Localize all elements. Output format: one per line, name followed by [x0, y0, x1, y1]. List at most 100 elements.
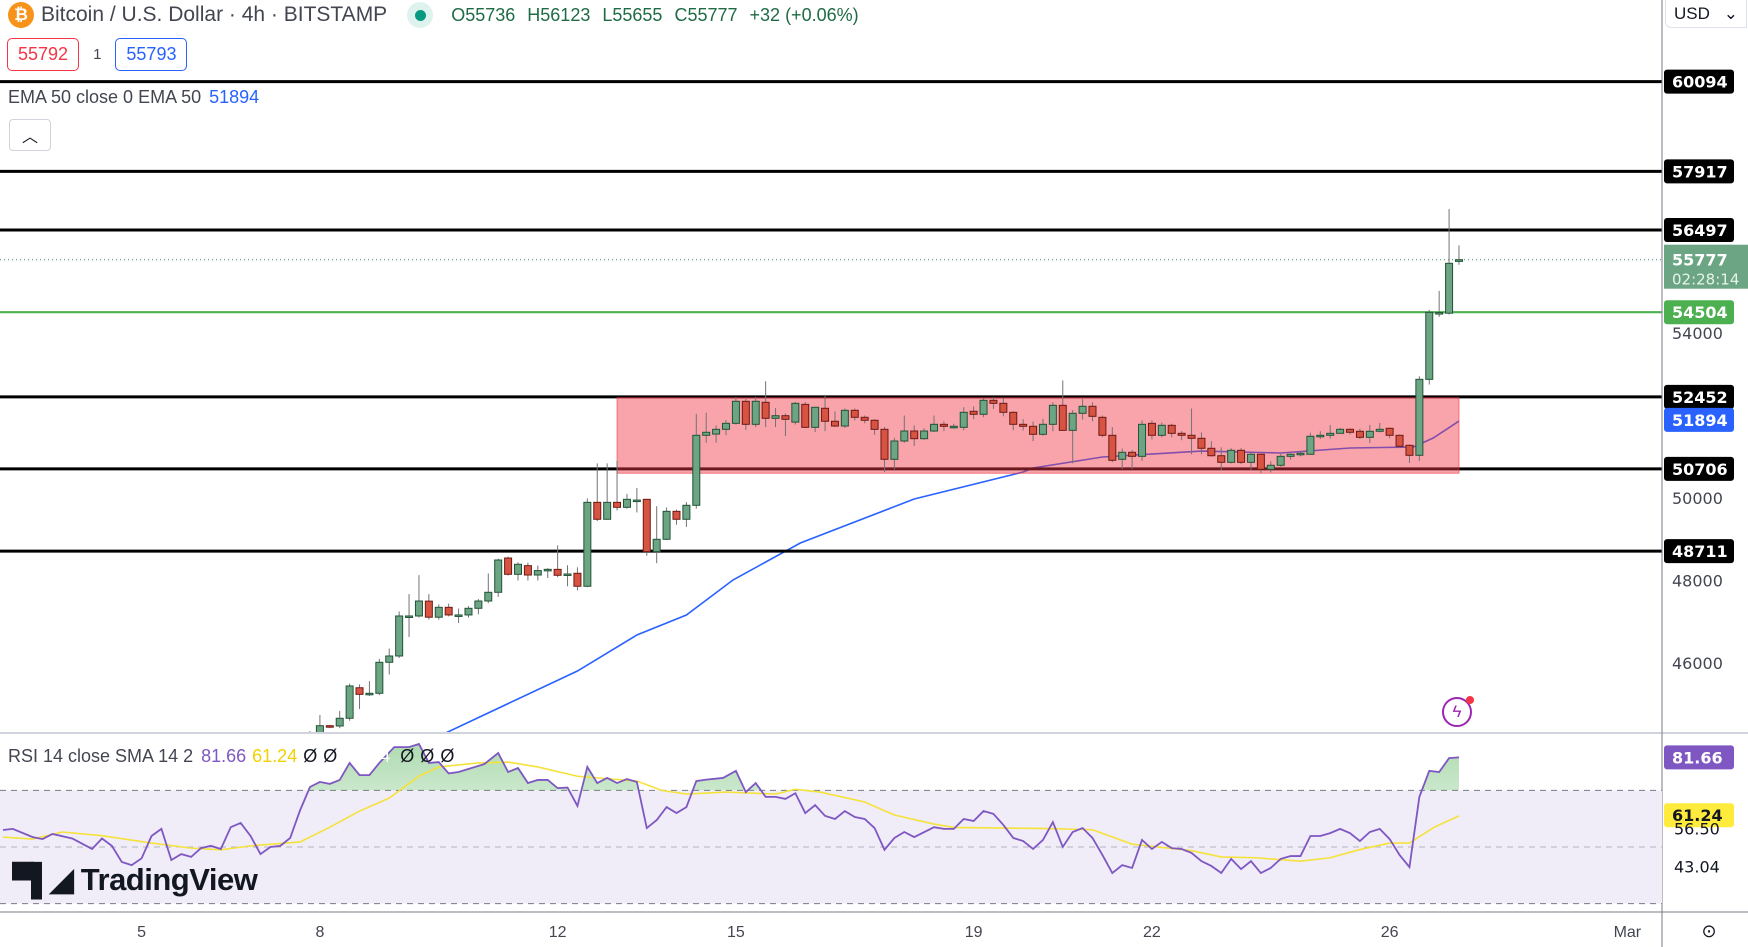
candle — [870, 419, 879, 435]
candle-body-down — [1217, 455, 1226, 463]
candle-body-up — [583, 501, 592, 587]
candle — [801, 401, 810, 428]
symbol-title[interactable]: Bitcoin / U.S. Dollar · 4h · BITSTAMP — [41, 3, 388, 26]
candle-body-up — [632, 499, 641, 503]
time-tick-label: 26 — [1381, 924, 1399, 941]
candle-body-down — [355, 687, 364, 695]
candle — [1445, 209, 1454, 315]
ema-legend[interactable]: EMA 50 close 0 EMA 50 51894 — [8, 87, 260, 108]
candle-body-up — [434, 606, 443, 618]
candle-body-up — [1316, 434, 1325, 438]
candle — [325, 724, 334, 729]
rsi-axis-value: 56.50 — [1674, 820, 1720, 839]
candle — [1088, 402, 1097, 422]
last-price-label: 55777 — [1672, 251, 1728, 270]
candle-body-down — [761, 401, 770, 419]
candle-body-up — [662, 510, 671, 540]
level-price-label: 54504 — [1672, 303, 1728, 322]
settings-icon[interactable]: ⊙ — [1701, 920, 1717, 941]
price-tick-label: 46000 — [1672, 654, 1723, 673]
candle-body-up — [533, 570, 542, 576]
candle-body-up — [890, 440, 899, 460]
candle-body-down — [969, 410, 978, 415]
candle — [632, 488, 641, 513]
candle — [424, 594, 433, 620]
candle — [553, 545, 562, 578]
candle — [702, 412, 711, 443]
candle-body-up — [315, 725, 324, 733]
low-value: L55655 — [602, 4, 663, 25]
candle-body-down — [1187, 434, 1196, 439]
candle — [1147, 420, 1156, 440]
candle — [365, 681, 374, 696]
candle — [662, 507, 671, 541]
quote-panel: 55792 1 55793 — [7, 38, 188, 71]
rsi-axis-label-bg — [1664, 745, 1734, 770]
candle-body-down — [325, 725, 334, 728]
candle — [563, 565, 572, 587]
rsi-axis-value: 43.04 — [1674, 858, 1720, 877]
candle — [1068, 410, 1077, 464]
market-status-icon[interactable] — [407, 2, 434, 28]
candle — [484, 573, 493, 604]
candle-body-down — [821, 407, 830, 422]
candle-body-down — [781, 415, 790, 420]
candle-body-up — [1445, 262, 1454, 314]
candle-body-up — [930, 423, 939, 432]
buy-button[interactable]: 55793 — [115, 38, 188, 71]
change-value: +32 (+0.06%) — [749, 4, 859, 25]
candle-body-up — [722, 422, 731, 430]
bar-countdown-label: 02:28:14 — [1672, 271, 1739, 289]
candle-body-up — [335, 717, 344, 727]
candle-body-down — [880, 428, 889, 460]
rsi-overbought-fill — [308, 743, 1459, 791]
candle-body-down — [573, 572, 582, 587]
rsi-na-5: Ø — [440, 746, 455, 766]
currency-select[interactable]: USD ⌄ — [1665, 0, 1747, 28]
candle — [890, 437, 899, 470]
candle-body-up — [1286, 453, 1295, 457]
candle-body-down — [1207, 447, 1216, 457]
rsi-sma-line — [2, 761, 1460, 862]
candle — [712, 425, 721, 443]
candle-body-up — [1138, 423, 1147, 457]
rsi-na-4: Ø — [420, 746, 435, 766]
time-tick-label: 22 — [1143, 924, 1161, 941]
candle — [1237, 448, 1246, 465]
candle-body-down — [1029, 425, 1038, 435]
candle-body-up — [811, 406, 820, 428]
candle — [613, 460, 622, 511]
collapse-legend-button[interactable]: ︿ — [9, 119, 51, 151]
candle-body-up — [1306, 435, 1315, 455]
candle — [1118, 448, 1127, 470]
candle-body-down — [1108, 434, 1117, 461]
rsi-legend[interactable]: RSI 14 close SMA 14 2 81.66 61.24 Ø Ø 0.04 Ø Ø Ø — [8, 746, 454, 767]
candle — [1048, 402, 1057, 432]
candle — [791, 401, 800, 425]
candle — [395, 611, 404, 659]
candle — [860, 415, 869, 424]
candle-body-up — [1266, 464, 1275, 470]
candle — [840, 408, 849, 428]
candle — [811, 406, 820, 432]
candle-body-down — [850, 409, 859, 418]
candle-body-up — [563, 573, 572, 576]
candle — [1217, 447, 1226, 471]
candle — [1019, 419, 1028, 431]
candle — [1256, 453, 1265, 474]
rsi-legend-label: RSI 14 close SMA 14 2 — [8, 746, 194, 766]
candle — [385, 648, 394, 675]
rsi-hidden-value: 0.04 — [355, 746, 391, 766]
candle-body-down — [1346, 428, 1355, 433]
rsi-sma-axis-label-bg — [1664, 803, 1734, 828]
candle — [939, 421, 948, 432]
candle-body-down — [939, 423, 948, 427]
level-price-label-bg — [1664, 300, 1734, 325]
candle — [1197, 432, 1206, 455]
lightning-alert-icon[interactable]: ϟ — [1442, 696, 1474, 727]
level-price-label: 48711 — [1672, 542, 1728, 561]
sell-button[interactable]: 55792 — [7, 38, 80, 71]
candle — [1405, 444, 1414, 463]
candle — [1326, 424, 1335, 439]
